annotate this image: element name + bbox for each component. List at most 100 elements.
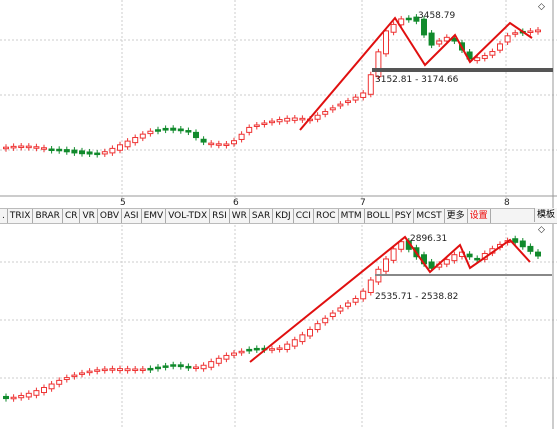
tab[interactable]: MCST [414,209,445,223]
candle-part [10,145,17,149]
candle-part [337,307,344,312]
template-button[interactable]: 模板 [533,208,557,222]
candle-part [231,352,237,356]
candle-part [527,30,534,33]
tab[interactable]: 设置 [468,209,491,223]
candle-part [155,366,161,370]
candle-part [3,395,9,400]
candle-part [398,18,405,26]
candle-part [314,323,321,331]
candle-part [41,386,47,394]
candle-part [307,328,313,337]
candle-part [535,251,541,257]
candle-part [375,51,382,78]
icon[interactable]: ◇ [538,225,545,235]
candle-part [337,103,344,107]
candle-part [94,369,101,372]
candle-part [139,368,146,371]
candle-part [269,348,275,351]
icon[interactable]: ◇ [538,2,545,12]
candle-part [48,148,55,152]
candle-part [124,368,131,372]
tab[interactable]: CR [63,209,81,223]
trend-line [299,16,533,131]
candle-part [276,119,283,123]
candle-part [246,348,253,352]
tab[interactable]: WR [230,209,250,223]
candle-part [352,297,359,303]
tab[interactable]: . [0,209,8,223]
candle-part [117,144,123,151]
candle-part [25,145,32,149]
candle-part [71,374,78,378]
x-label: 6 [233,198,239,208]
tab[interactable]: BRAR [33,209,63,223]
candle-part [101,368,108,372]
candle-part [390,248,397,261]
candle-part [56,148,63,152]
high-label: 3458.79 [418,11,455,21]
candle-part [398,241,405,250]
candle-part [497,43,503,51]
candle-part [474,57,481,62]
candle-part [18,395,25,399]
candle-part [10,396,17,400]
x-label: 5 [120,198,126,208]
candle-part [170,127,177,131]
candle-part [390,23,397,33]
candle-part [246,126,253,133]
candle-part [405,17,412,21]
candle-part [299,117,306,121]
candle-part [124,140,131,148]
tab[interactable]: RSI [210,209,230,223]
tab[interactable]: SAR [250,209,274,223]
candle-part [322,317,329,324]
tab[interactable]: ASI [122,209,142,223]
candle-part [223,143,230,146]
candle-part [284,343,291,350]
candle-part [147,130,154,135]
candle-part [208,361,215,368]
candle-part [139,133,146,139]
candle-part [162,127,169,131]
tab[interactable]: MTM [339,209,365,223]
candle-part [25,392,32,398]
candle-part [329,312,336,318]
candle-part [261,122,268,125]
candle-part [474,257,481,261]
candle-part [132,137,139,144]
candle-part [360,92,367,98]
candle-part [177,128,184,132]
candle-part [63,149,70,153]
candle-part [451,254,458,262]
candle-part [170,364,177,367]
tab[interactable]: KDJ [273,209,294,223]
tab[interactable]: ROC [314,209,339,223]
tab[interactable]: BOLL [365,209,393,223]
tab[interactable]: PSY [393,209,415,223]
tab[interactable]: EMV [142,209,167,223]
candle-part [352,96,359,101]
tab[interactable]: TRIX [8,209,34,223]
support-bar [372,68,553,72]
high-label: 2896.31 [410,234,447,244]
candle-part [504,35,511,43]
tab[interactable]: OBV [98,209,123,223]
candle-part [71,149,78,154]
tab[interactable]: 更多 [445,209,468,223]
candle-part [367,279,374,294]
candle-part [269,120,275,124]
tab[interactable]: VR [80,209,98,223]
candle-part [231,140,237,145]
candle-part [155,129,161,132]
candle-part [421,18,427,36]
tab[interactable]: CCI [294,209,314,223]
x-label: 8 [504,198,510,208]
candle-part [345,302,351,307]
range-label: 2535.71 - 2538.82 [375,292,458,302]
candle-part [48,383,55,390]
indicator-tabs: . TRIX BRAR CR VR OBV ASI EMV VOL-TDX RSI WR SAR KDJ… [0,208,557,224]
tab[interactable]: VOL-TDX [166,209,211,223]
